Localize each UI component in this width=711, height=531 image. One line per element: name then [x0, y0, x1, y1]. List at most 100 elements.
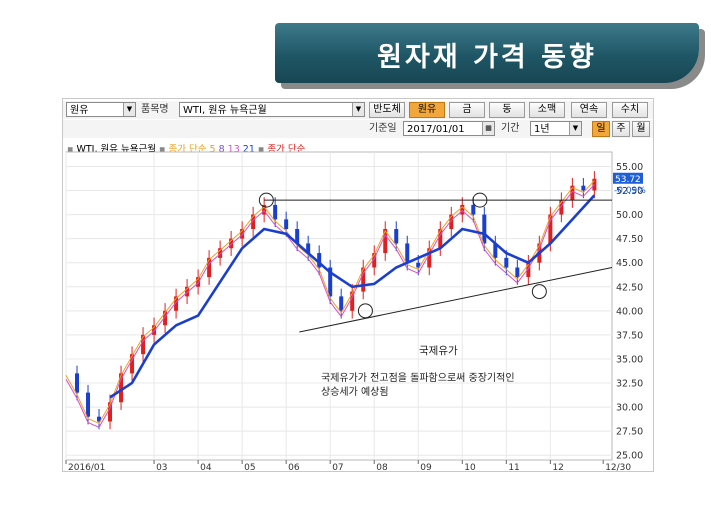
- legend-ma-5: 5: [209, 144, 216, 155]
- legend-bullet-icon: ▪: [257, 144, 265, 155]
- type-button-continuous[interactable]: 연속: [571, 102, 607, 118]
- chart-legend: ▪ WTI, 원유 뉴욕근월 ▪ 종가 단순 5 8 13 21 ▪ 종가 단순: [67, 141, 305, 155]
- plot-area: [65, 151, 613, 461]
- chevron-down-icon[interactable]: ▼: [123, 103, 135, 116]
- candle-body: [163, 310, 168, 326]
- candle-body: [482, 214, 487, 244]
- x-tick-label: 11: [508, 463, 519, 473]
- y-tick-label: 45.00: [616, 258, 643, 269]
- candle-body: [372, 253, 377, 268]
- unit-button-day[interactable]: 일: [592, 121, 610, 137]
- category-select-value: 원유: [70, 105, 89, 116]
- period-select-value: 1년: [534, 124, 550, 135]
- base-date-label: 기준일: [369, 123, 397, 134]
- y-tick-label: 27.50: [616, 427, 643, 438]
- ma-5-line: [65, 180, 595, 425]
- annotation-heading: 국제유가: [419, 345, 458, 357]
- candle-body: [218, 248, 223, 258]
- x-tick-label: 06: [288, 463, 300, 473]
- candle-body: [515, 267, 520, 278]
- x-tick-label: 09: [420, 463, 432, 473]
- legend-ma-21: 21: [242, 144, 255, 155]
- chevron-down-icon[interactable]: ▼: [569, 122, 581, 135]
- category-select[interactable]: 원유 ▼: [66, 102, 136, 117]
- x-tick-label: 12/30: [605, 463, 631, 473]
- y-tick-label: 47.50: [616, 234, 643, 245]
- x-tick-label: 03: [156, 463, 167, 473]
- marked-point-circle: [357, 303, 373, 319]
- candle-body: [471, 204, 476, 215]
- candle-body: [86, 392, 91, 417]
- legend-bullet-icon: ▪: [67, 144, 74, 155]
- toolbar-row-2: 기준일 2017/01/01 ▦ 기간 1년 ▼ 일 주 월: [63, 120, 653, 138]
- legend-ma-13: 13: [227, 144, 240, 155]
- candle-body: [581, 185, 586, 191]
- type-button-wheat[interactable]: 소맥: [529, 102, 565, 118]
- base-date-input[interactable]: 2017/01/01 ▦: [403, 121, 495, 136]
- candle-body: [108, 402, 113, 422]
- x-tick-label: 08: [376, 463, 388, 473]
- candle-body: [240, 229, 245, 239]
- slide-title-banner: 원자재 가격 동향: [275, 23, 699, 83]
- candle-body: [438, 229, 443, 249]
- candle-body: [405, 243, 410, 263]
- item-select[interactable]: WTI, 원유 뉴욕근월 ▼: [179, 102, 365, 117]
- candle-body: [559, 200, 564, 215]
- annotation-line-1: 국제유가가 전고점을 돌파함으로써 중장기적인: [321, 372, 515, 384]
- unit-button-month[interactable]: 월: [632, 121, 650, 137]
- candle-body: [317, 253, 322, 268]
- y-tick-label: 42.50: [616, 282, 643, 293]
- candle-body: [262, 204, 267, 215]
- candle-body: [141, 334, 146, 355]
- x-tick-label: 10: [464, 463, 476, 473]
- type-button-gold[interactable]: 금: [449, 102, 485, 118]
- candle-body: [416, 262, 421, 268]
- period-select[interactable]: 1년 ▼: [530, 121, 582, 136]
- candle-body: [207, 257, 212, 278]
- candle-body: [229, 238, 234, 249]
- item-label: 품목명: [141, 104, 169, 115]
- x-tick-label: 05: [244, 463, 255, 473]
- candle-body: [273, 204, 278, 220]
- candle-body: [306, 243, 311, 254]
- candle-body: [361, 267, 366, 292]
- candle-body: [350, 291, 355, 311]
- legend-ma-label: 종가 단순: [168, 144, 207, 155]
- x-tick-label: 12: [552, 463, 563, 473]
- candle-body: [251, 214, 256, 229]
- y-tick-label: 50.00: [616, 210, 643, 221]
- marked-point-circle: [531, 284, 547, 300]
- candle-body: [97, 416, 102, 422]
- y-tick-label: 55.00: [616, 162, 643, 173]
- candle-body: [295, 229, 300, 244]
- marked-point-circle: [472, 192, 488, 208]
- y-tick-label: 25.00: [616, 451, 643, 462]
- base-date-value: 2017/01/01: [407, 124, 465, 135]
- price-tag-value: 53.72: [615, 175, 641, 185]
- unit-button-week[interactable]: 주: [612, 121, 630, 137]
- legend-ma-8: 8: [218, 144, 225, 155]
- item-select-value: WTI, 원유 뉴욕근월: [183, 105, 267, 116]
- toolbar-row-1: 원유 ▼ 품목명 WTI, 원유 뉴욕근월 ▼ 반도체 원유 금 동 소맥 연속…: [63, 101, 653, 119]
- chevron-down-icon[interactable]: ▼: [352, 103, 364, 116]
- y-tick-label: 40.00: [616, 306, 643, 317]
- candle-body: [504, 257, 509, 268]
- y-tick-label: 37.50: [616, 330, 643, 341]
- type-button-numeric[interactable]: 수치: [612, 102, 648, 118]
- candle-body: [493, 243, 498, 258]
- type-button-copper[interactable]: 동: [489, 102, 525, 118]
- type-button-crude-oil[interactable]: 원유: [409, 102, 445, 118]
- candle-body: [328, 267, 333, 297]
- candle-body: [284, 219, 289, 229]
- x-tick-label: 04: [200, 463, 212, 473]
- candle-body: [394, 229, 399, 244]
- candle-body: [174, 296, 179, 311]
- calendar-icon[interactable]: ▦: [482, 122, 494, 135]
- type-button-semiconductor[interactable]: 반도체: [369, 102, 405, 118]
- marked-point-circle: [258, 192, 274, 208]
- slide-title: 원자재 가격 동향: [377, 42, 597, 73]
- candle-body: [460, 204, 465, 215]
- candle-body: [548, 214, 553, 244]
- y-tick-label: 52.50: [616, 186, 643, 197]
